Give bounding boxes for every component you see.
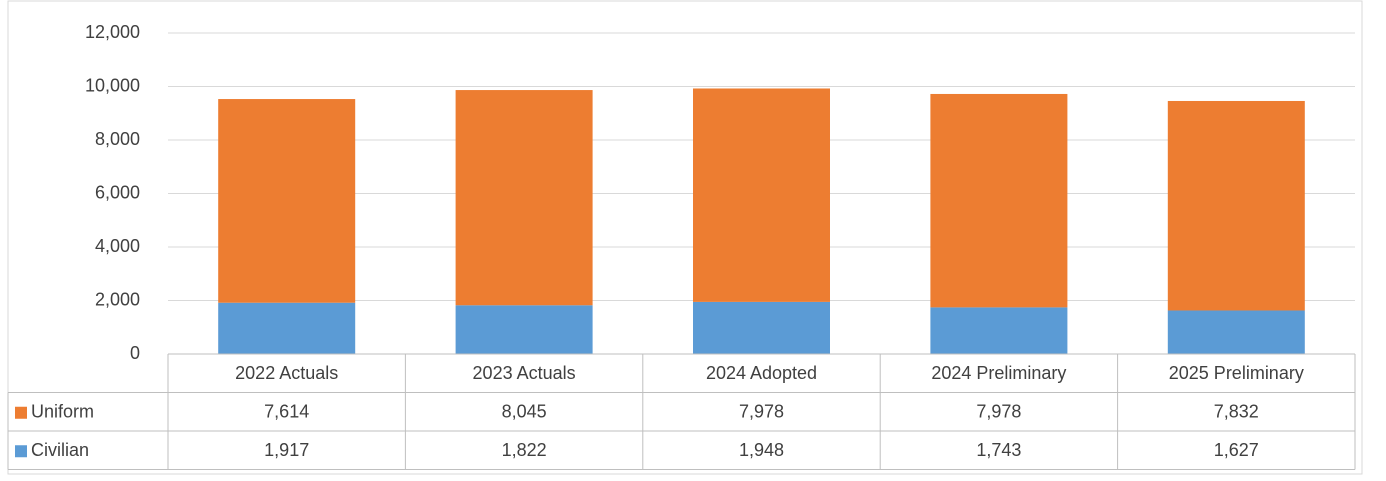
table-value: 1,822: [502, 440, 547, 460]
x-tick-label: 2023 Actuals: [473, 363, 576, 383]
table-value: 7,614: [264, 402, 309, 422]
x-tick-label: 2024 Adopted: [706, 363, 817, 383]
legend-label: Uniform: [31, 402, 94, 422]
table-value: 8,045: [502, 402, 547, 422]
bar: [1167, 310, 1305, 354]
bar: [930, 307, 1068, 354]
bar: [693, 88, 830, 302]
table-value: 7,978: [739, 402, 784, 422]
y-tick-label: 10,000: [85, 75, 140, 95]
y-tick-label: 4,000: [95, 236, 140, 256]
y-tick-label: 6,000: [95, 182, 140, 202]
table-value: 7,832: [1214, 402, 1259, 422]
table-value: 1,627: [1214, 440, 1259, 460]
y-tick-label: 0: [130, 343, 140, 363]
table-value: 1,917: [264, 440, 309, 460]
bar: [455, 305, 593, 354]
bar: [1167, 100, 1305, 311]
legend-swatch: [15, 445, 27, 458]
table-value: 1,948: [739, 440, 784, 460]
bar: [218, 302, 356, 354]
chart-border: [7, 0, 1363, 475]
x-tick-label: 2025 Preliminary: [1169, 363, 1304, 383]
legend-label: Civilian: [31, 440, 89, 460]
y-tick-label: 2,000: [95, 289, 140, 309]
legend-swatch: [15, 406, 27, 419]
bar: [218, 99, 356, 303]
x-tick-label: 2022 Actuals: [235, 363, 338, 383]
y-tick-label: 12,000: [85, 22, 140, 42]
x-tick-label: 2024 Preliminary: [931, 363, 1066, 383]
y-tick-label: 8,000: [95, 129, 140, 149]
table-value: 7,978: [976, 402, 1021, 422]
bar: [455, 90, 593, 306]
table-value: 1,743: [976, 440, 1021, 460]
bar: [930, 93, 1068, 308]
bar: [693, 301, 830, 354]
